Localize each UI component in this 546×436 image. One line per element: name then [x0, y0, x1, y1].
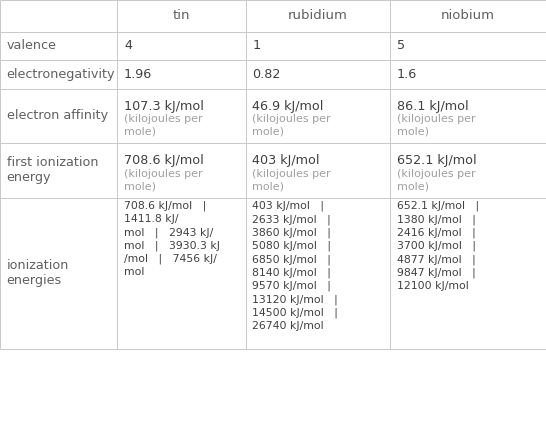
- Text: tin: tin: [173, 10, 191, 22]
- Text: niobium: niobium: [441, 10, 495, 22]
- Text: (kilojoules per
mole): (kilojoules per mole): [397, 169, 476, 191]
- Text: (kilojoules per
mole): (kilojoules per mole): [252, 114, 331, 136]
- Text: rubidium: rubidium: [288, 10, 348, 22]
- Text: 403 kJ/mol   |
2633 kJ/mol   |
3860 kJ/mol   |
5080 kJ/mol   |
6850 kJ/mol   |
8: 403 kJ/mol | 2633 kJ/mol | 3860 kJ/mol |…: [252, 201, 338, 330]
- Text: 652.1 kJ/mol: 652.1 kJ/mol: [397, 154, 477, 167]
- Text: 86.1 kJ/mol: 86.1 kJ/mol: [397, 100, 468, 112]
- Text: (kilojoules per
mole): (kilojoules per mole): [124, 169, 203, 191]
- Text: (kilojoules per
mole): (kilojoules per mole): [124, 114, 203, 136]
- Text: (kilojoules per
mole): (kilojoules per mole): [252, 169, 331, 191]
- Text: 1.6: 1.6: [397, 68, 417, 81]
- Text: 5: 5: [397, 40, 405, 52]
- Text: electronegativity: electronegativity: [7, 68, 115, 81]
- Text: 0.82: 0.82: [252, 68, 281, 81]
- Text: (kilojoules per
mole): (kilojoules per mole): [397, 114, 476, 136]
- Text: 652.1 kJ/mol   |
1380 kJ/mol   |
2416 kJ/mol   |
3700 kJ/mol   |
4877 kJ/mol   |: 652.1 kJ/mol | 1380 kJ/mol | 2416 kJ/mol…: [397, 201, 479, 291]
- Text: ionization
energies: ionization energies: [7, 259, 69, 287]
- Text: 708.6 kJ/mol: 708.6 kJ/mol: [124, 154, 204, 167]
- Text: 403 kJ/mol: 403 kJ/mol: [252, 154, 320, 167]
- Text: 708.6 kJ/mol   |
1411.8 kJ/
mol   |   2943 kJ/
mol   |   3930.3 kJ
/mol   |   74: 708.6 kJ/mol | 1411.8 kJ/ mol | 2943 kJ/…: [124, 201, 220, 277]
- Text: electron affinity: electron affinity: [7, 109, 108, 122]
- Text: 1.96: 1.96: [124, 68, 152, 81]
- Text: 1: 1: [252, 40, 260, 52]
- Text: 46.9 kJ/mol: 46.9 kJ/mol: [252, 100, 324, 112]
- Text: 4: 4: [124, 40, 132, 52]
- Text: first ionization
energy: first ionization energy: [7, 156, 98, 184]
- Text: valence: valence: [7, 40, 56, 52]
- Text: 107.3 kJ/mol: 107.3 kJ/mol: [124, 100, 204, 112]
